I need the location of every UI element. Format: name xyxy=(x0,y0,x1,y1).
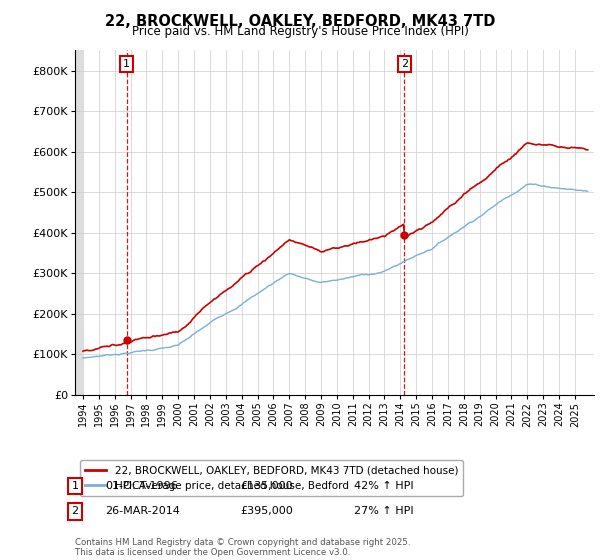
Text: 2: 2 xyxy=(71,506,79,516)
Text: 42% ↑ HPI: 42% ↑ HPI xyxy=(354,481,413,491)
Legend: 22, BROCKWELL, OAKLEY, BEDFORD, MK43 7TD (detached house), HPI: Average price, d: 22, BROCKWELL, OAKLEY, BEDFORD, MK43 7TD… xyxy=(80,460,463,496)
Text: 1: 1 xyxy=(123,59,130,69)
Bar xyxy=(75,50,83,395)
Text: 2: 2 xyxy=(401,59,408,69)
Text: £135,000: £135,000 xyxy=(240,481,293,491)
Text: Price paid vs. HM Land Registry's House Price Index (HPI): Price paid vs. HM Land Registry's House … xyxy=(131,25,469,38)
Text: 26-MAR-2014: 26-MAR-2014 xyxy=(105,506,180,516)
Text: £395,000: £395,000 xyxy=(240,506,293,516)
Text: 01-OCT-1996: 01-OCT-1996 xyxy=(105,481,178,491)
Text: 1: 1 xyxy=(71,481,79,491)
Text: Contains HM Land Registry data © Crown copyright and database right 2025.
This d: Contains HM Land Registry data © Crown c… xyxy=(75,538,410,557)
Text: 22, BROCKWELL, OAKLEY, BEDFORD, MK43 7TD: 22, BROCKWELL, OAKLEY, BEDFORD, MK43 7TD xyxy=(105,14,495,29)
Text: 27% ↑ HPI: 27% ↑ HPI xyxy=(354,506,413,516)
